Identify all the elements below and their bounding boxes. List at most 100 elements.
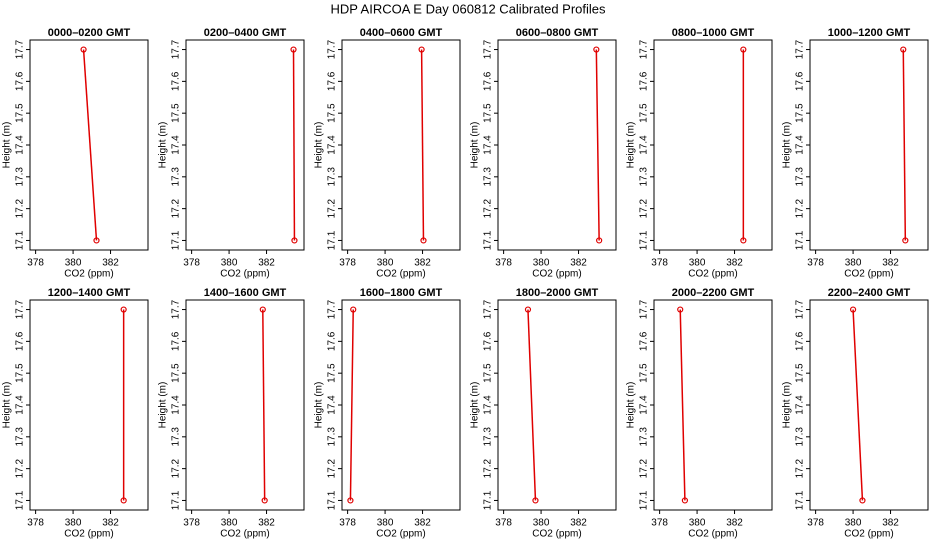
x-tick-label: 378 xyxy=(495,258,512,269)
y-tick-label: 17.7 xyxy=(171,39,182,59)
y-tick-label: 17.1 xyxy=(15,230,26,250)
y-tick-label: 17.1 xyxy=(15,490,26,510)
x-tick-label: 380 xyxy=(221,258,238,269)
y-tick-label: 17.7 xyxy=(15,299,26,319)
y-tick-label: 17.2 xyxy=(639,198,650,218)
data-point xyxy=(532,497,539,504)
data-point xyxy=(290,46,297,53)
y-tick-label: 17.4 xyxy=(483,135,494,155)
profile-line xyxy=(349,309,354,501)
x-tick-label: 380 xyxy=(845,518,862,529)
y-tick-label: 17.5 xyxy=(327,103,338,123)
x-tick-label: 378 xyxy=(339,518,356,529)
profile-line xyxy=(595,49,600,241)
x-tick-label: 378 xyxy=(495,518,512,529)
y-tick-label: 17.4 xyxy=(327,135,338,155)
x-axis-label: CO2 (ppm) xyxy=(376,529,425,540)
y-axis-label: Height (m) xyxy=(470,122,481,169)
profile-line xyxy=(852,309,864,501)
x-tick-label: 378 xyxy=(183,258,200,269)
x-tick-label: 382 xyxy=(570,258,587,269)
data-point xyxy=(593,46,600,53)
x-axis-label: CO2 (ppm) xyxy=(532,269,581,280)
y-tick-label: 17.5 xyxy=(483,363,494,383)
y-tick-label: 17.2 xyxy=(795,198,806,218)
x-tick-label: 380 xyxy=(689,518,706,529)
y-tick-label: 17.5 xyxy=(795,103,806,123)
x-axis-label: CO2 (ppm) xyxy=(64,529,113,540)
y-axis-label: Height (m) xyxy=(626,382,637,429)
panel-title: 1800–2000 GMT xyxy=(516,287,599,299)
y-tick-label: 17.3 xyxy=(15,167,26,187)
x-tick-label: 380 xyxy=(65,258,82,269)
data-point xyxy=(900,46,907,53)
x-tick-label: 382 xyxy=(258,258,275,269)
y-axis-label: Height (m) xyxy=(782,122,793,169)
x-tick-label: 378 xyxy=(807,518,824,529)
data-point xyxy=(291,237,298,244)
y-tick-label: 17.5 xyxy=(15,363,26,383)
y-tick-label: 17.3 xyxy=(15,427,26,447)
y-tick-label: 17.4 xyxy=(171,135,182,155)
panel-title: 0200–0400 GMT xyxy=(204,27,287,39)
profile-line xyxy=(262,309,266,501)
panel-title: 1200–1400 GMT xyxy=(48,287,131,299)
x-tick-label: 378 xyxy=(27,258,44,269)
y-tick-label: 17.4 xyxy=(327,395,338,415)
x-tick-label: 382 xyxy=(882,258,899,269)
panel-title: 0400–0600 GMT xyxy=(360,27,443,39)
data-point xyxy=(418,46,425,53)
y-tick-label: 17.5 xyxy=(15,103,26,123)
x-tick-label: 382 xyxy=(414,518,431,529)
y-tick-label: 17.6 xyxy=(327,71,338,91)
y-tick-label: 17.1 xyxy=(795,490,806,510)
y-tick-label: 17.3 xyxy=(171,427,182,447)
y-tick-label: 17.4 xyxy=(795,395,806,415)
x-tick-label: 382 xyxy=(102,518,119,529)
y-axis-label: Height (m) xyxy=(2,122,13,169)
y-tick-label: 17.1 xyxy=(171,230,182,250)
x-axis-label: CO2 (ppm) xyxy=(220,269,269,280)
y-tick-label: 17.7 xyxy=(327,299,338,319)
y-tick-label: 17.4 xyxy=(15,395,26,415)
y-axis-label: Height (m) xyxy=(158,122,169,169)
x-tick-label: 382 xyxy=(726,258,743,269)
y-tick-label: 17.2 xyxy=(795,458,806,478)
x-tick-label: 378 xyxy=(27,518,44,529)
y-tick-label: 17.7 xyxy=(795,299,806,319)
y-tick-label: 17.3 xyxy=(327,427,338,447)
x-axis-label: CO2 (ppm) xyxy=(688,269,737,280)
profile-line xyxy=(292,49,296,241)
y-tick-label: 17.6 xyxy=(327,331,338,351)
y-tick-label: 17.2 xyxy=(483,198,494,218)
y-tick-label: 17.4 xyxy=(795,135,806,155)
data-point xyxy=(681,497,689,504)
x-axis-label: CO2 (ppm) xyxy=(688,529,737,540)
y-tick-label: 17.7 xyxy=(639,299,650,319)
profile-line xyxy=(902,49,907,241)
x-tick-label: 382 xyxy=(570,518,587,529)
y-tick-label: 17.7 xyxy=(15,39,26,59)
panel-title: 0800–1000 GMT xyxy=(672,27,755,39)
panel-title: 1000–1200 GMT xyxy=(828,27,911,39)
panel-title: 0000–0200 GMT xyxy=(48,27,131,39)
y-tick-label: 17.1 xyxy=(483,490,494,510)
x-axis-label: CO2 (ppm) xyxy=(844,529,893,540)
y-tick-label: 17.6 xyxy=(795,71,806,91)
y-tick-label: 17.4 xyxy=(15,135,26,155)
panel-title: 0600–0800 GMT xyxy=(516,27,599,39)
x-tick-label: 380 xyxy=(533,258,550,269)
data-point xyxy=(677,306,684,313)
y-tick-label: 17.7 xyxy=(639,39,650,59)
y-tick-label: 17.5 xyxy=(483,103,494,123)
x-tick-label: 382 xyxy=(882,518,899,529)
y-tick-label: 17.2 xyxy=(171,198,182,218)
data-point xyxy=(740,46,747,53)
x-tick-label: 380 xyxy=(377,258,394,269)
y-tick-label: 17.5 xyxy=(327,363,338,383)
x-tick-label: 380 xyxy=(533,518,550,529)
x-tick-label: 380 xyxy=(845,258,862,269)
profile-line xyxy=(82,49,98,241)
data-point xyxy=(350,306,357,313)
